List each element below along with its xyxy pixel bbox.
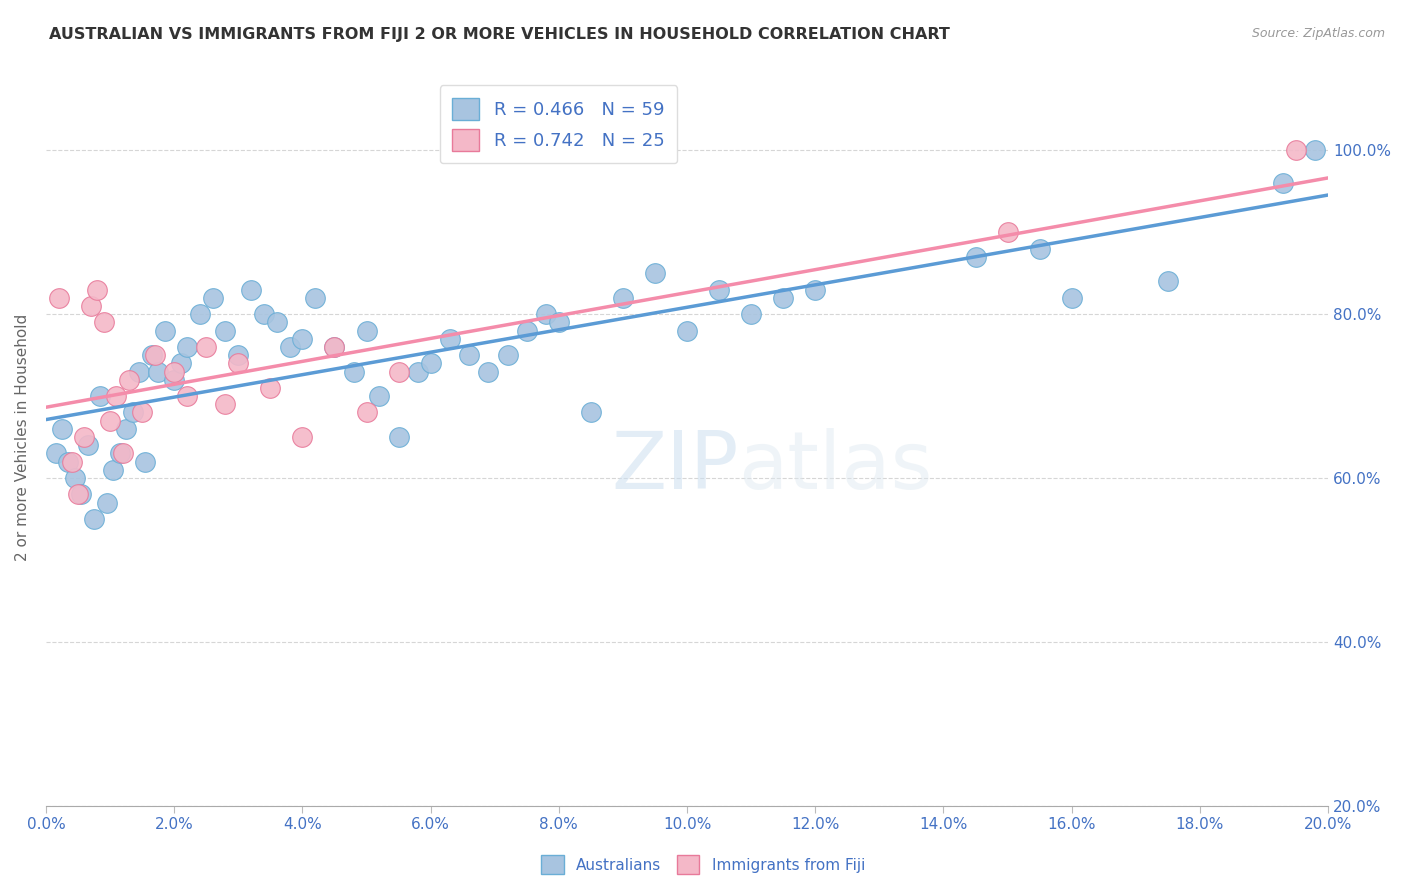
Point <box>323 340 346 354</box>
Point <box>477 365 499 379</box>
Legend: R = 0.466   N = 59, R = 0.742   N = 25: R = 0.466 N = 59, R = 0.742 N = 25 <box>440 85 678 163</box>
Text: Source: ZipAtlas.com: Source: ZipAtlas.com <box>1251 27 1385 40</box>
Point <box>63 471 86 485</box>
Point <box>121 405 143 419</box>
Point <box>153 324 176 338</box>
Point <box>644 266 666 280</box>
Point <box>58 455 80 469</box>
Point <box>278 340 301 354</box>
Point <box>76 438 98 452</box>
Text: AUSTRALIAN VS IMMIGRANTS FROM FIJI 2 OR MORE VEHICLES IN HOUSEHOLD CORRELATION C: AUSTRALIAN VS IMMIGRANTS FROM FIJI 2 OR … <box>49 27 950 42</box>
Point <box>66 487 89 501</box>
Point <box>356 405 378 419</box>
Point <box>105 389 128 403</box>
Point <box>406 365 429 379</box>
Point <box>176 389 198 403</box>
Point <box>111 446 134 460</box>
Point <box>163 373 186 387</box>
Point <box>108 446 131 460</box>
Point <box>188 307 211 321</box>
Point <box>1305 144 1327 158</box>
Text: ZIP: ZIP <box>612 427 738 506</box>
Point <box>997 225 1019 239</box>
Point <box>96 495 118 509</box>
Point <box>48 291 70 305</box>
Point <box>60 455 83 469</box>
Point <box>368 389 391 403</box>
Point <box>772 291 794 305</box>
Point <box>214 324 236 338</box>
Point <box>516 324 538 338</box>
Point <box>214 397 236 411</box>
Point <box>176 340 198 354</box>
Point <box>98 414 121 428</box>
Point <box>70 487 93 501</box>
Point <box>73 430 96 444</box>
Point <box>89 389 111 403</box>
Point <box>201 291 224 305</box>
Point <box>86 283 108 297</box>
Point <box>146 365 169 379</box>
Point <box>131 405 153 419</box>
Point <box>134 455 156 469</box>
Point <box>534 307 557 321</box>
Point <box>965 250 987 264</box>
Point <box>266 315 288 329</box>
Point <box>387 430 409 444</box>
Point <box>804 283 827 297</box>
Text: atlas: atlas <box>738 427 932 506</box>
Point <box>740 307 762 321</box>
Point <box>118 373 141 387</box>
Point <box>141 348 163 362</box>
Legend: Australians, Immigrants from Fiji: Australians, Immigrants from Fiji <box>534 849 872 880</box>
Point <box>83 512 105 526</box>
Point <box>1272 176 1295 190</box>
Point <box>163 365 186 379</box>
Point <box>419 356 441 370</box>
Point <box>547 315 569 329</box>
Point <box>343 365 366 379</box>
Point <box>323 340 346 354</box>
Point <box>707 283 730 297</box>
Point <box>291 332 314 346</box>
Point <box>51 422 73 436</box>
Point <box>291 430 314 444</box>
Y-axis label: 2 or more Vehicles in Household: 2 or more Vehicles in Household <box>15 313 30 561</box>
Point <box>259 381 281 395</box>
Point <box>45 446 67 460</box>
Point <box>1157 275 1180 289</box>
Point <box>1028 242 1050 256</box>
Point <box>103 463 125 477</box>
Point <box>143 348 166 362</box>
Point <box>240 283 263 297</box>
Point <box>1285 144 1308 158</box>
Point <box>169 356 191 370</box>
Point <box>128 365 150 379</box>
Point <box>676 324 699 338</box>
Point <box>579 405 602 419</box>
Point <box>115 422 138 436</box>
Point <box>458 348 481 362</box>
Point <box>387 365 409 379</box>
Point <box>80 299 103 313</box>
Point <box>304 291 326 305</box>
Point <box>1060 291 1083 305</box>
Point <box>356 324 378 338</box>
Point <box>226 356 249 370</box>
Point <box>195 340 218 354</box>
Point <box>612 291 634 305</box>
Point <box>439 332 461 346</box>
Point <box>93 315 115 329</box>
Point <box>496 348 519 362</box>
Point <box>226 348 249 362</box>
Point <box>253 307 276 321</box>
